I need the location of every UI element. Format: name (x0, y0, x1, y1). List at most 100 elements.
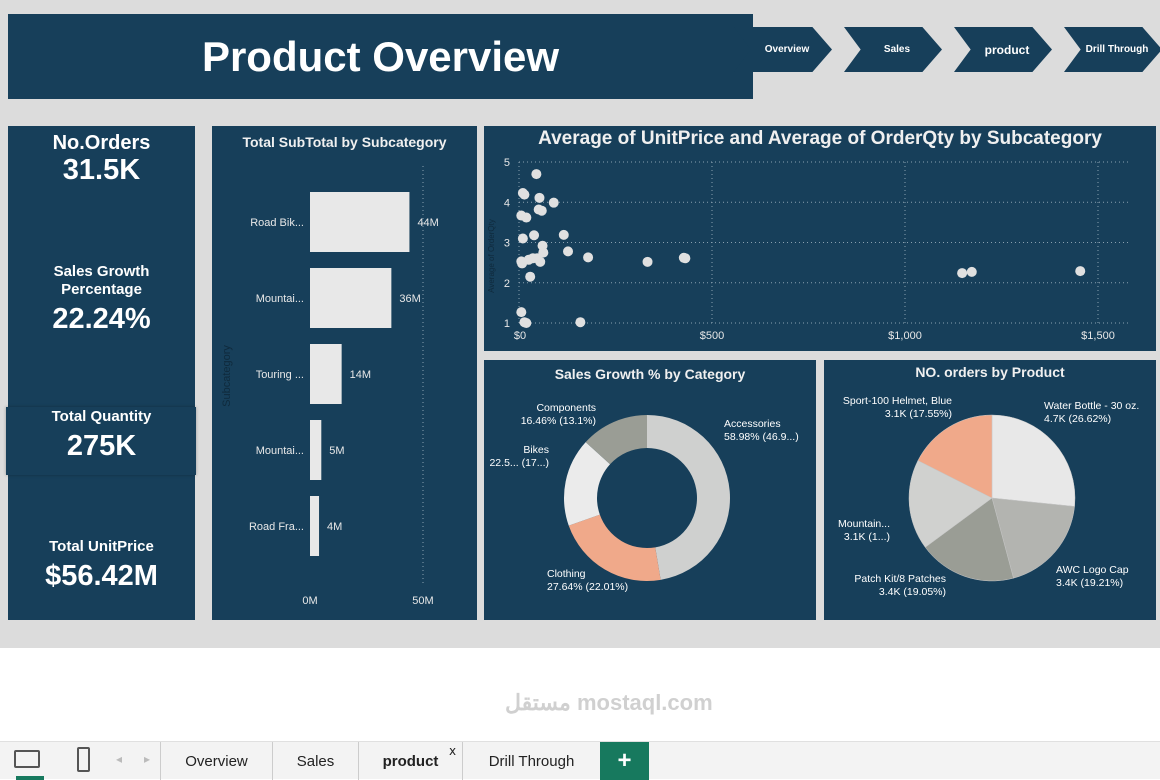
scatter-point (575, 317, 586, 328)
kpi-value: 275K (66, 430, 137, 462)
slice-value: 22.5... (17...) (489, 457, 549, 469)
mobile-view-icon[interactable] (77, 747, 90, 772)
y-tick-label: 2 (504, 278, 510, 290)
x-tick-label: $500 (700, 330, 724, 342)
slice-value: 3.1K (17.55%) (885, 408, 952, 420)
kpi-value: 22.24% (52, 303, 151, 335)
page-tabs-bar: ◂ ▸ Overview Sales product x Drill Throu… (0, 741, 1160, 780)
y-axis-label: Average of OrderQty (487, 219, 496, 293)
chart-title: Sales Growth % by Category (554, 366, 746, 382)
x-tick-label: $1,500 (1081, 330, 1115, 342)
category-label: Touring ... (256, 369, 304, 381)
category-label: Mountai... (256, 445, 304, 457)
category-label: Road Fra... (249, 521, 304, 533)
slice-value: 58.98% (46.9...) (724, 431, 799, 443)
scatter-chart: Average of OrderQty 1 2 3 4 5 $0 $500 $1,000 $1,… (487, 157, 1128, 342)
x-tick-label: 0M (302, 595, 317, 607)
scatter-point (517, 233, 528, 244)
scatter-point (535, 256, 546, 267)
y-tick-label: 5 (504, 157, 510, 169)
x-tick-label: 50M (412, 595, 433, 607)
category-label: Road Bik... (250, 217, 304, 229)
scatter-point (519, 189, 530, 200)
add-page-button[interactable]: + (600, 742, 649, 780)
slice-value: 4.7K (26.62%) (1044, 413, 1111, 425)
bar (310, 268, 392, 328)
scatter-point (1075, 266, 1086, 277)
pie-slice (647, 415, 730, 580)
slice-label: Accessories (724, 418, 781, 430)
donut-chart-panel[interactable]: Sales Growth % by Category Accessories 58… (484, 360, 816, 620)
kpi-sales-growth: Sales Growth Percentage 22.24% (8, 263, 195, 336)
scatter-point (548, 197, 559, 208)
data-label: 44M (417, 217, 438, 229)
page-title: Product Overview (8, 14, 753, 99)
pie-chart-panel[interactable]: NO. orders by Product Water Bottle - 30 … (824, 360, 1156, 620)
scatter-point (516, 307, 527, 318)
kpi-total-quantity: Total Quantity 275K (8, 408, 195, 463)
tab-product[interactable]: product (358, 742, 462, 780)
slice-label: Bikes (523, 444, 549, 456)
x-tick-label: $0 (514, 330, 526, 342)
kpi-total-unitprice: Total UnitPrice $56.42M (8, 538, 195, 593)
pie-slice (908, 460, 993, 548)
scatter-point (966, 266, 977, 277)
slice-label: Components (536, 402, 596, 414)
scatter-point (529, 230, 540, 241)
pie-slice (564, 442, 611, 526)
scatter-point (536, 205, 547, 216)
slice-label: Clothing (547, 568, 586, 580)
scatter-point (642, 256, 653, 267)
data-label: 36M (399, 293, 420, 305)
pie-slice (585, 415, 647, 465)
y-tick-label: 1 (504, 318, 510, 330)
slice-value: 3.4K (19.21%) (1056, 577, 1123, 589)
kpi-label: Total UnitPrice (49, 538, 154, 555)
pie-slice (991, 497, 1075, 579)
scatter-point (531, 169, 542, 180)
scatter-chart-panel[interactable]: Average of UnitPrice and Average of Orde… (484, 126, 1156, 351)
scatter-point (680, 253, 691, 264)
x-tick-label: $1,000 (888, 330, 922, 342)
bar-chart-panel[interactable]: Total SubTotal by Subcategory Subcategor… (212, 126, 477, 620)
scatter-point (583, 252, 594, 263)
slice-label: Water Bottle - 30 oz. (1044, 400, 1139, 412)
scatter-point (563, 246, 574, 257)
desktop-view-indicator (16, 776, 44, 780)
pie-chart: Water Bottle - 30 oz.4.7K (26.62%) AWC Lo… (838, 395, 1139, 598)
scroll-left-icon[interactable]: ◂ (116, 752, 123, 766)
scatter-point (534, 192, 545, 203)
kpi-highlight (6, 407, 196, 475)
scatter-point (521, 318, 532, 328)
tab-drill-through[interactable]: Drill Through (462, 742, 600, 780)
y-tick-label: 3 (504, 238, 510, 250)
pie-slice (991, 414, 1076, 507)
tab-sales[interactable]: Sales (272, 742, 358, 780)
slice-label: Patch Kit/8 Patches (854, 573, 946, 585)
slice-value: 3.4K (19.05%) (879, 586, 946, 598)
scatter-point (957, 268, 968, 279)
pie-slice (568, 514, 661, 581)
kpi-label: No.Orders (52, 132, 151, 154)
close-tab-icon[interactable]: x (449, 744, 457, 758)
chart-title: Average of UnitPrice and Average of Orde… (538, 128, 1102, 149)
tab-overview[interactable]: Overview (160, 742, 272, 780)
kpi-no-orders: No.Orders 31.5K (8, 132, 195, 187)
kpi-value: $56.42M (45, 560, 158, 592)
bar (310, 192, 410, 252)
chart-title: Total SubTotal by Subcategory (242, 134, 447, 150)
bar (310, 420, 322, 480)
slice-value: 27.64% (22.01%) (547, 581, 628, 593)
kpi-value: 31.5K (62, 154, 141, 186)
kpi-panel (8, 126, 195, 620)
bar-chart: Subcategory Road Bik... 44M Mountai... 36M T… (221, 166, 439, 607)
chart-title: NO. orders by Product (915, 364, 1065, 380)
desktop-view-icon[interactable] (14, 750, 40, 768)
pie-slice (924, 497, 1014, 582)
data-label: 14M (350, 369, 371, 381)
slice-label: AWC Logo Cap (1056, 564, 1129, 576)
scroll-right-icon[interactable]: ▸ (144, 752, 151, 766)
slice-label: Mountain... (838, 518, 890, 530)
scatter-point (558, 229, 569, 240)
data-label: 4M (327, 521, 342, 533)
